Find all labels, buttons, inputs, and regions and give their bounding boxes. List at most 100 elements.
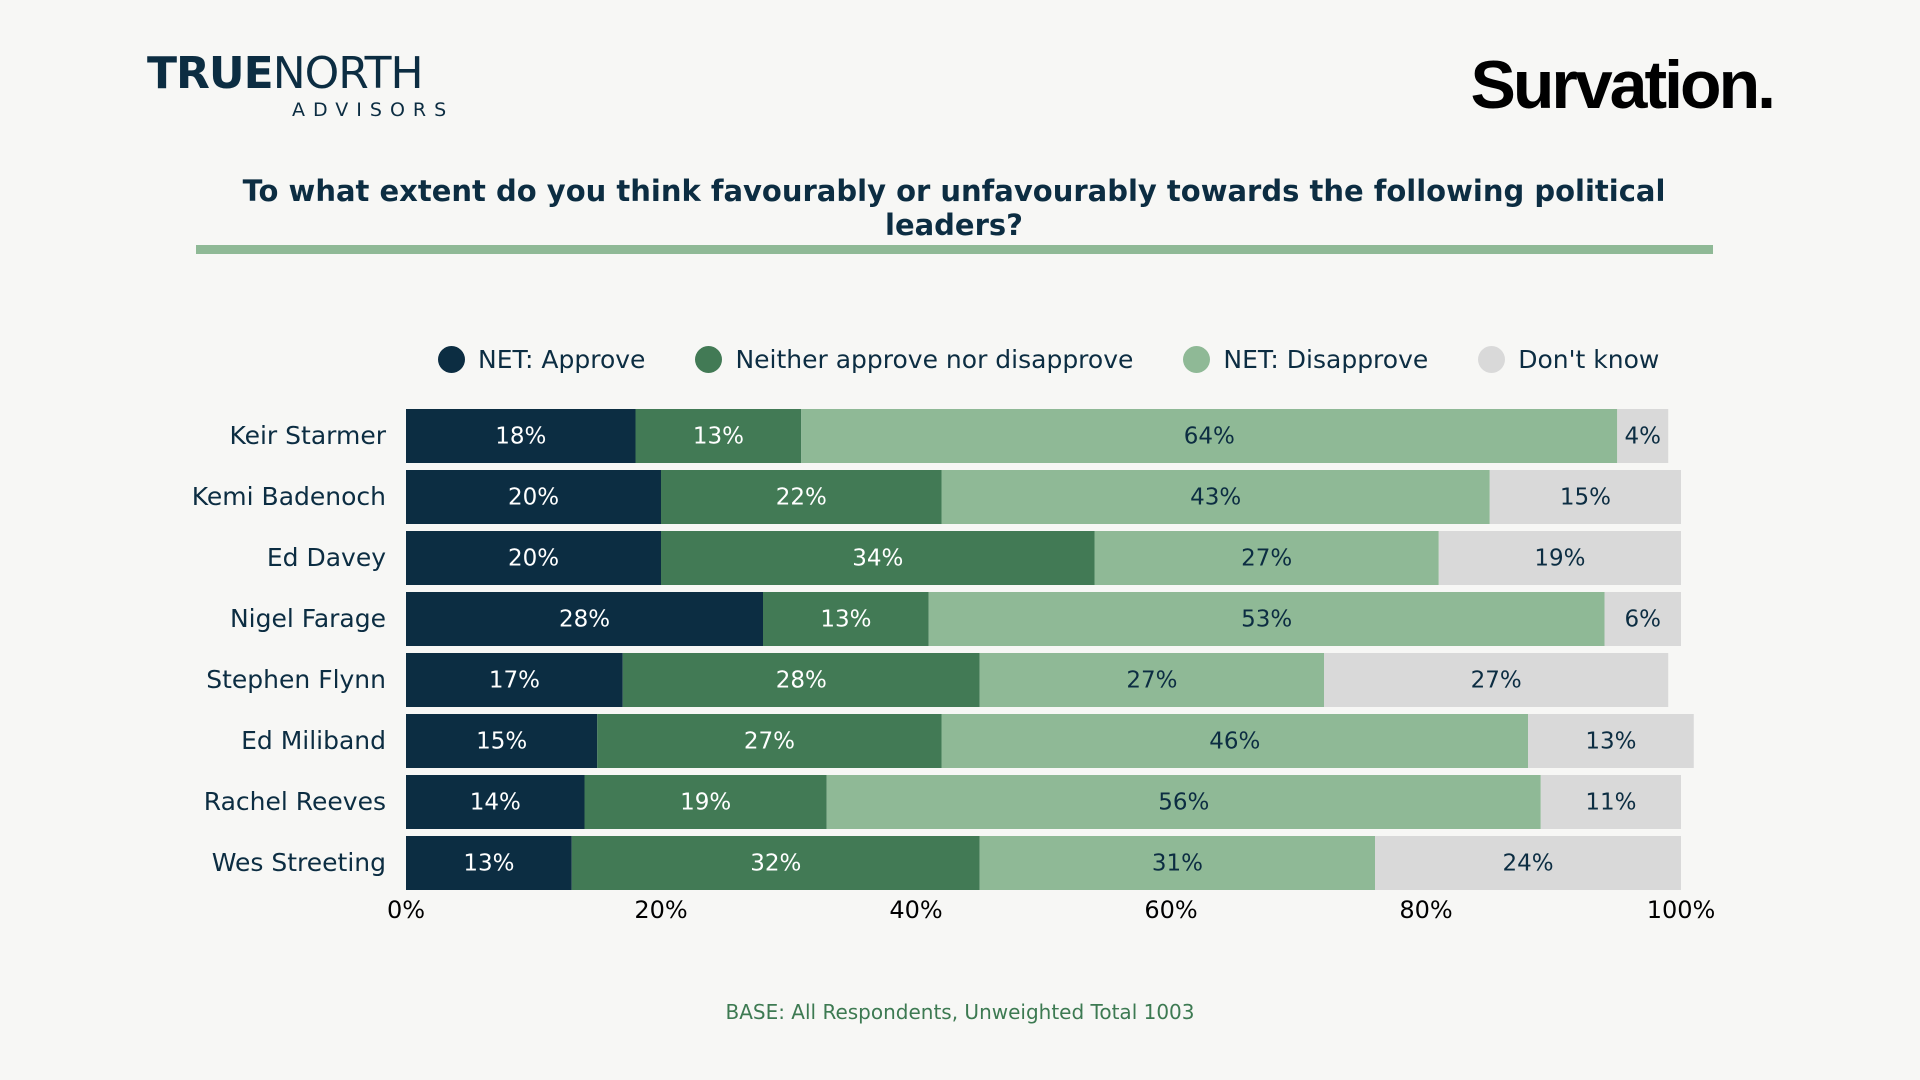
data-label: 27%	[1126, 668, 1177, 694]
data-label: 53%	[1241, 607, 1292, 633]
data-label: 14%	[470, 790, 521, 816]
chart-legend: NET: Approve Neither approve nor disappr…	[438, 344, 1709, 374]
data-label: 28%	[776, 668, 827, 694]
data-label: 22%	[776, 485, 827, 511]
logo-true-text: TRUE	[147, 48, 274, 99]
category-label: Wes Streeting	[212, 848, 386, 877]
data-label: 15%	[1560, 485, 1611, 511]
data-label: 19%	[680, 790, 731, 816]
survation-logo: Survation.	[1470, 47, 1776, 123]
bar-segment	[661, 531, 1095, 585]
bar-segment	[571, 836, 980, 890]
bar-segment	[1438, 531, 1681, 585]
data-label: 27%	[1471, 668, 1522, 694]
bar-segment	[584, 775, 827, 829]
data-label: 46%	[1209, 729, 1260, 755]
bar-segment	[1604, 592, 1681, 646]
legend-label-approve: NET: Approve	[478, 344, 646, 374]
category-label: Ed Davey	[267, 543, 386, 572]
bar-segment	[928, 592, 1605, 646]
legend-item-dont-know: Don't know	[1478, 345, 1659, 374]
category-label: Nigel Farage	[230, 604, 386, 633]
data-label: 15%	[476, 729, 527, 755]
base-footnote: BASE: All Respondents, Unweighted Total …	[725, 1000, 1195, 1024]
bar-segment	[406, 836, 572, 890]
bar-segment	[406, 714, 598, 768]
data-label: 13%	[693, 424, 744, 450]
bar-segment	[1094, 531, 1439, 585]
legend-swatch-neither	[695, 345, 723, 373]
bar-segment	[1375, 836, 1681, 890]
data-label: 17%	[489, 668, 540, 694]
data-label: 28%	[559, 607, 610, 633]
chart-title: To what extent do you think favourably o…	[242, 174, 1666, 242]
bar-segment	[979, 836, 1375, 890]
bar-segment	[635, 409, 802, 463]
title-divider	[196, 245, 1713, 254]
data-label: 27%	[744, 729, 795, 755]
x-tick-label: 80%	[1399, 896, 1452, 924]
x-tick-label: 100%	[1647, 896, 1716, 924]
data-label: 56%	[1158, 790, 1209, 816]
data-label: 13%	[820, 607, 871, 633]
bar-segment	[763, 592, 929, 646]
data-label: 19%	[1534, 546, 1585, 572]
legend-swatch-approve	[438, 345, 465, 373]
bar-segment	[406, 409, 636, 463]
bar-segment	[826, 775, 1541, 829]
bar-segment	[622, 653, 980, 707]
bar-segment	[406, 592, 763, 646]
legend-swatch-disapprove	[1183, 345, 1211, 373]
legend-item-disapprove: NET: Disapprove	[1183, 345, 1428, 374]
x-tick-label: 0%	[387, 896, 425, 924]
bar-segment	[941, 470, 1490, 524]
data-label: 27%	[1241, 546, 1292, 572]
logo-north-text: NORTH	[272, 48, 424, 99]
data-label: 20%	[508, 546, 559, 572]
bar-segment	[1324, 653, 1669, 707]
stacked-bar-chart: Keir Starmer 18% 13% 64% 4% Kemi Badenoch 20% 2…	[192, 409, 1716, 924]
bar-segment	[1528, 714, 1694, 768]
bar-segment	[1540, 775, 1681, 829]
category-label: Ed Miliband	[241, 726, 386, 755]
data-label: 32%	[750, 851, 801, 877]
bar-segment	[661, 470, 942, 524]
bar-segment	[941, 714, 1528, 768]
data-label: 6%	[1625, 607, 1662, 633]
true-north-logo: TRUENORTH ADVISORS	[147, 52, 455, 122]
x-tick-label: 60%	[1144, 896, 1197, 924]
bar-segment	[406, 653, 623, 707]
category-label: Rachel Reeves	[204, 787, 386, 816]
data-label: 13%	[1585, 729, 1636, 755]
bar-segment	[979, 653, 1324, 707]
x-tick-label: 40%	[889, 896, 942, 924]
data-label: 13%	[463, 851, 514, 877]
data-label: 34%	[852, 546, 903, 572]
category-label: Keir Starmer	[229, 421, 386, 450]
category-label: Kemi Badenoch	[192, 482, 386, 511]
bar-segment	[406, 775, 585, 829]
bar-segment	[597, 714, 942, 768]
x-tick-label: 20%	[634, 896, 687, 924]
data-label: 18%	[495, 424, 546, 450]
data-label: 20%	[508, 485, 559, 511]
bar-segment	[1489, 470, 1681, 524]
logo-advisors-text: ADVISORS	[292, 99, 455, 121]
bar-segment	[406, 531, 661, 585]
data-label: 11%	[1585, 790, 1636, 816]
legend-item-neither: Neither approve nor disapprove	[695, 345, 1133, 374]
category-label: Stephen Flynn	[206, 665, 386, 694]
data-label: 64%	[1184, 424, 1235, 450]
bar-segment	[406, 470, 661, 524]
data-label: 43%	[1190, 485, 1241, 511]
bar-segment	[801, 409, 1618, 463]
legend-label-neither: Neither approve nor disapprove	[735, 344, 1134, 374]
data-label: 24%	[1502, 851, 1553, 877]
data-label: 31%	[1152, 851, 1203, 877]
bar-segment	[1617, 409, 1669, 463]
data-label: 4%	[1625, 424, 1662, 450]
legend-label-dont-know: Don't know	[1518, 344, 1660, 374]
legend-label-disapprove: NET: Disapprove	[1223, 344, 1429, 374]
legend-swatch-dont-know	[1478, 345, 1506, 373]
legend-item-approve: NET: Approve	[438, 345, 645, 374]
